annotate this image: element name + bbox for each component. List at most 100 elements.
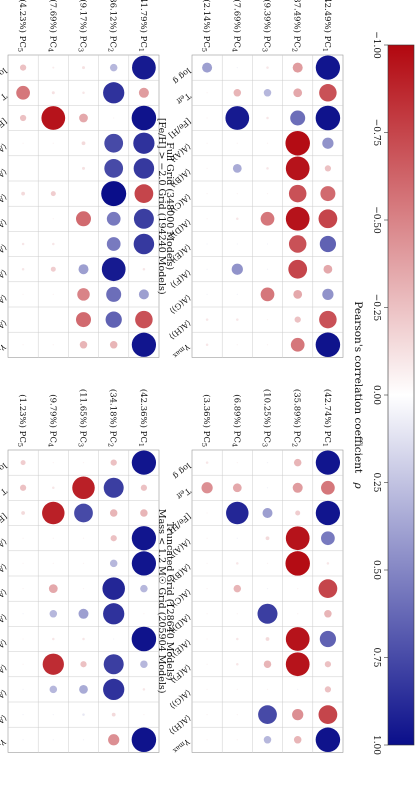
correlation-bubble <box>22 319 24 321</box>
correlation-bubble <box>288 259 308 279</box>
panel-title: Full Grid (348000 Models) <box>164 142 175 270</box>
correlation-bubble <box>19 484 27 491</box>
column-label-log-g: log g <box>0 66 8 86</box>
column-label-max: γmax <box>0 737 8 758</box>
correlation-bubble <box>236 217 239 221</box>
column-label-t-eff: Teff <box>0 90 8 108</box>
correlation-bubble <box>101 181 127 207</box>
correlation-bubble <box>76 312 91 328</box>
correlation-bubble <box>101 257 126 282</box>
row-label: (35.89%) PC2 <box>291 389 303 447</box>
correlation-bubble <box>138 289 149 300</box>
correlation-bubble <box>109 63 118 72</box>
correlation-bubble <box>22 537 24 539</box>
correlation-bubble <box>290 110 306 126</box>
correlation-bubble <box>236 192 238 195</box>
column-label-a-a: ⟨A(A)⟩ <box>0 537 8 559</box>
column-label-fe-h: [Fe/H] <box>0 511 8 534</box>
row-label: (36.12%) PC2 <box>107 0 119 52</box>
correlation-bubble <box>104 133 124 153</box>
correlation-bubble <box>131 727 157 753</box>
correlation-bubble <box>319 310 337 329</box>
correlation-bubble <box>320 186 336 202</box>
correlation-bubble <box>285 652 310 677</box>
correlation-bubble <box>103 654 124 675</box>
correlation-bubble <box>103 82 125 104</box>
correlation-bubble <box>295 510 301 516</box>
column-label-log-g: log g <box>171 66 192 86</box>
correlation-bubble <box>143 613 145 615</box>
correlation-bubble <box>138 87 149 98</box>
correlation-bubble <box>266 192 269 195</box>
correlation-bubble <box>22 613 24 615</box>
correlation-bubble <box>205 318 209 321</box>
correlation-bubble <box>52 242 55 246</box>
correlation-bubble <box>318 579 338 598</box>
correlation-bubble <box>236 613 238 615</box>
row-label: (42.49%) PC1 <box>321 0 333 52</box>
correlation-bubble <box>82 193 85 195</box>
correlation-bubble <box>315 332 341 358</box>
correlation-bubble <box>266 142 269 144</box>
column-label-a-g: ⟨A(G)⟩ <box>168 293 193 316</box>
column-label-max: γmax <box>171 737 192 758</box>
correlation-bubble <box>16 85 30 100</box>
row-label: (37.49%) PC2 <box>291 0 303 52</box>
correlation-bubble <box>108 734 120 746</box>
correlation-bubble <box>82 562 85 565</box>
correlation-bubble <box>42 653 64 675</box>
correlation-bubble <box>292 62 303 73</box>
column-label-a-h: ⟨A(H)⟩ <box>0 713 8 736</box>
correlation-bubble <box>236 142 238 144</box>
correlation-bubble <box>49 685 58 694</box>
colorbar-tick-label: 1.00 <box>371 735 381 755</box>
correlation-bubble <box>206 92 208 94</box>
column-label-a-e: ⟨A(E)⟩ <box>0 637 8 659</box>
correlation-bubble <box>322 288 334 301</box>
heatmap-panel-1: log g Teff [Fe/H] ⟨A(A)⟩ ⟨A(B)⟩ ⟨A(C)⟩ ⟨A(D)⟩ ⟨… <box>0 0 175 362</box>
column-label-a-a: ⟨A(A)⟩ <box>0 142 8 164</box>
correlation-bubble <box>288 184 307 203</box>
correlation-bubble <box>82 739 85 741</box>
column-label-max: γmax <box>171 342 192 363</box>
correlation-bubble <box>263 736 272 744</box>
correlation-bubble <box>106 211 121 226</box>
correlation-bubble <box>236 66 238 69</box>
correlation-bubble <box>265 637 270 641</box>
correlation-bubble <box>21 242 25 246</box>
correlation-bubble <box>52 713 54 716</box>
correlation-bubble <box>266 562 269 565</box>
correlation-bubble <box>22 218 24 220</box>
correlation-bubble <box>206 243 208 245</box>
column-label-max: γmax <box>0 342 8 363</box>
colorbar-tick-label: −0.50 <box>371 206 381 234</box>
correlation-bubble <box>21 191 25 196</box>
correlation-bubble <box>315 55 341 80</box>
correlation-bubble <box>79 685 88 694</box>
correlation-bubble <box>52 142 54 144</box>
correlation-bubble <box>111 712 116 717</box>
heatmap-panel-2: log g Teff [Fe/H] ⟨A(A)⟩ ⟨A(B)⟩ ⟨A(C)⟩ ⟨A(D)⟩ ⟨… <box>0 389 175 757</box>
correlation-bubble <box>206 562 208 565</box>
correlation-bubble <box>42 501 65 525</box>
column-label-a-g: ⟨A(G)⟩ <box>0 688 8 711</box>
correlation-bubble <box>297 587 299 590</box>
correlation-bubble <box>315 450 341 475</box>
row-label: (42.74%) PC1 <box>321 389 333 447</box>
correlation-bubble <box>236 461 238 464</box>
colorbar-tick-label: 0.00 <box>371 385 381 405</box>
colorbar-tick-label: −0.75 <box>371 119 381 147</box>
correlation-bubble <box>285 206 310 231</box>
row-label: (4.23%) PC5 <box>16 0 28 52</box>
row-label: (9.79%) PC4 <box>46 394 58 447</box>
correlation-bubble <box>266 268 269 270</box>
correlation-bubble <box>52 167 54 169</box>
correlation-bubble <box>79 113 88 123</box>
correlation-bubble <box>133 208 154 229</box>
correlation-bubble <box>82 713 85 716</box>
column-label-a-g: ⟨A(G)⟩ <box>168 688 193 711</box>
correlation-bubble <box>266 167 269 170</box>
correlation-bubble <box>76 211 91 227</box>
correlation-bubble <box>78 608 89 619</box>
correlation-bubble <box>231 263 243 275</box>
